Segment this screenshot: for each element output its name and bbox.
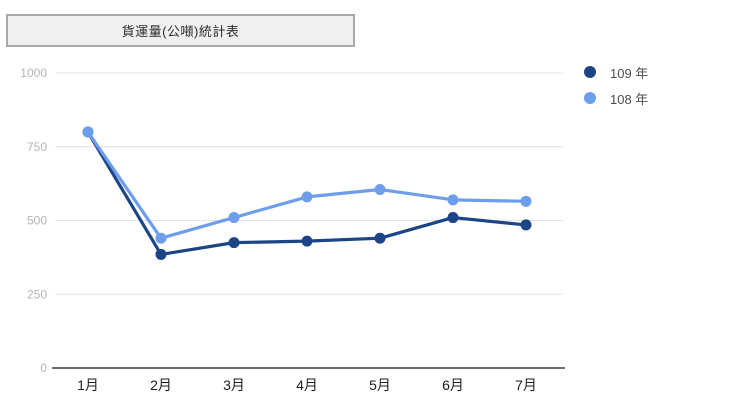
legend-label-109: 109 年 xyxy=(610,65,649,81)
chart-legend: 109 年 108 年 xyxy=(584,62,648,114)
data-point[interactable] xyxy=(447,194,459,206)
data-point[interactable] xyxy=(155,232,167,244)
x-axis-tick-label: 3月 xyxy=(223,377,245,393)
legend-item-108[interactable]: 108 年 xyxy=(584,88,648,108)
data-point[interactable] xyxy=(82,126,94,138)
data-point[interactable] xyxy=(155,248,167,260)
x-axis-tick-label: 6月 xyxy=(442,377,464,393)
data-point[interactable] xyxy=(374,184,386,196)
y-axis-tick-label: 0 xyxy=(40,361,47,375)
data-point[interactable] xyxy=(301,235,313,247)
y-axis-tick-label: 250 xyxy=(27,287,47,301)
x-axis-tick-label: 1月 xyxy=(77,377,99,393)
data-point[interactable] xyxy=(301,191,313,203)
x-axis-tick-label: 4月 xyxy=(296,377,318,393)
legend-swatch-108-icon xyxy=(584,92,596,104)
data-point[interactable] xyxy=(520,219,532,231)
legend-item-109[interactable]: 109 年 xyxy=(584,62,648,82)
data-point[interactable] xyxy=(228,212,240,224)
x-axis-tick-label: 7月 xyxy=(515,377,537,393)
data-point[interactable] xyxy=(374,232,386,244)
data-point[interactable] xyxy=(447,212,459,224)
y-axis-tick-label: 1000 xyxy=(20,66,47,80)
chart-title: 貨運量(公噸)統計表 xyxy=(121,24,240,39)
legend-label-108: 108 年 xyxy=(610,91,649,107)
y-axis-tick-label: 750 xyxy=(27,140,47,154)
x-axis-tick-label: 5月 xyxy=(369,377,391,393)
y-axis-tick-label: 500 xyxy=(27,214,47,228)
data-point[interactable] xyxy=(228,237,240,249)
x-axis-tick-label: 2月 xyxy=(150,377,172,393)
chart-title-box: 貨運量(公噸)統計表 xyxy=(6,14,355,47)
data-point[interactable] xyxy=(520,195,532,207)
legend-swatch-109-icon xyxy=(584,66,596,78)
series-line xyxy=(86,130,528,240)
